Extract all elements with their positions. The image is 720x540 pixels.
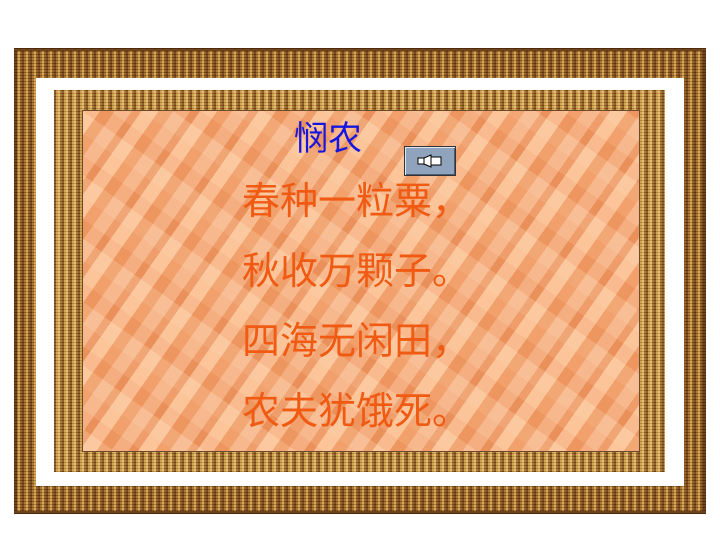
sound-button[interactable] [404, 146, 456, 176]
textured-background [82, 110, 640, 452]
poem-line: 秋收万颗子。 [242, 249, 471, 293]
poem-line: 四海无闲田， [242, 319, 471, 363]
speaker-icon [417, 154, 442, 168]
poem-line: 春种一粒粟， [242, 179, 471, 223]
poem-line: 农夫犹饿死。 [242, 389, 471, 433]
poem-title: 悯农 [294, 119, 362, 159]
